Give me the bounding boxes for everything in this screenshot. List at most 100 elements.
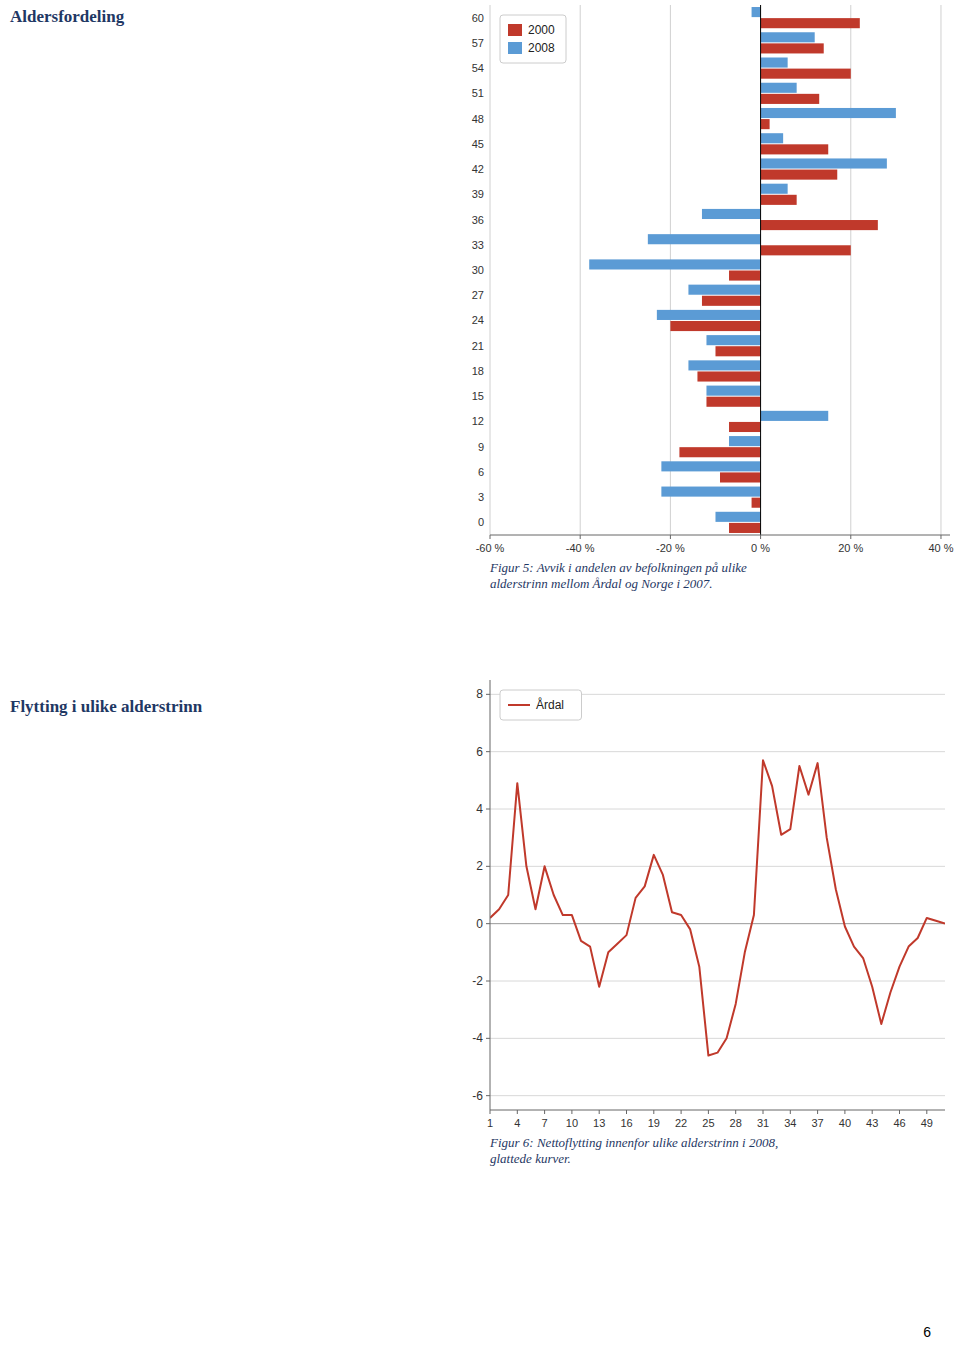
caption-line: Figur 5: Avvik i andelen av befolkningen…	[489, 560, 747, 575]
bar	[761, 43, 824, 53]
bar	[679, 447, 760, 457]
tick-label: -60 %	[476, 542, 505, 554]
tick-label: 0 %	[751, 542, 770, 554]
grid-line	[490, 5, 491, 535]
tick-label: 31	[757, 1117, 769, 1129]
bar	[761, 94, 820, 104]
tick-label: -4	[472, 1031, 483, 1045]
page-title: Aldersfordeling	[10, 7, 125, 26]
y-axis	[490, 680, 491, 1110]
tick-label: 22	[675, 1117, 687, 1129]
tick-label: 4	[476, 802, 483, 816]
bar	[761, 119, 770, 129]
tick-label: 43	[866, 1117, 878, 1129]
bar	[761, 170, 838, 180]
tick-label: 48	[472, 113, 484, 125]
tick-label: 1	[487, 1117, 493, 1129]
grid	[490, 694, 945, 1095]
x-axis	[490, 1110, 945, 1111]
bar	[688, 360, 760, 370]
tick-label: 9	[478, 441, 484, 453]
tick	[763, 1110, 764, 1114]
tick-label: 6	[478, 466, 484, 478]
tick-label: 27	[472, 289, 484, 301]
grid	[490, 5, 941, 535]
tick	[653, 1110, 654, 1114]
tick-label: 24	[472, 314, 484, 326]
bar	[761, 83, 797, 93]
tick	[626, 1110, 627, 1114]
tick-label: 0	[478, 516, 484, 528]
tick	[486, 1038, 490, 1039]
bar	[761, 245, 851, 255]
tick-label: 40	[839, 1117, 851, 1129]
tick-label: 46	[893, 1117, 905, 1129]
tick-label: 3	[478, 491, 484, 503]
legend: Årdal	[500, 690, 582, 720]
legend-label: Årdal	[536, 697, 564, 712]
grid-line	[490, 1095, 945, 1096]
tick-label: 8	[476, 687, 483, 701]
bar	[729, 523, 761, 533]
tick	[544, 1110, 545, 1114]
tick-label: 7	[542, 1117, 548, 1129]
tick-label: 20 %	[838, 542, 863, 554]
tick	[844, 1110, 845, 1114]
bar	[706, 386, 760, 396]
grid-line	[490, 981, 945, 982]
tick-label: 18	[472, 365, 484, 377]
bar	[752, 7, 761, 17]
tick	[681, 1110, 682, 1114]
tick-label: 49	[921, 1117, 933, 1129]
tick-label: 36	[472, 214, 484, 226]
tick-label: 54	[472, 62, 484, 74]
bar	[657, 310, 761, 320]
bar	[761, 411, 829, 421]
tick-label: -2	[472, 974, 483, 988]
bar	[761, 57, 788, 67]
tick-label: -20 %	[656, 542, 685, 554]
tick-label: -6	[472, 1089, 483, 1103]
bar	[761, 184, 788, 194]
bar	[761, 32, 815, 42]
tick-label: 28	[730, 1117, 742, 1129]
bar	[670, 321, 760, 331]
tick-label: 34	[784, 1117, 796, 1129]
tick-label: 2	[476, 859, 483, 873]
tick	[580, 535, 581, 539]
bar	[729, 436, 761, 446]
tick	[940, 535, 941, 539]
legend: 20002008	[500, 15, 566, 63]
bar	[761, 133, 784, 143]
bars	[589, 7, 896, 533]
bar	[661, 487, 760, 497]
legend-swatch	[508, 42, 522, 54]
tick	[599, 1110, 600, 1114]
bar	[702, 296, 761, 306]
tick	[817, 1110, 818, 1114]
legend-swatch	[508, 24, 522, 36]
tick-label: 45	[472, 138, 484, 150]
x-axis	[490, 535, 950, 536]
legend-label: 2008	[528, 41, 555, 55]
tick	[850, 535, 851, 539]
tick	[926, 1110, 927, 1114]
lines	[490, 760, 945, 1055]
caption-line: glattede kurver.	[490, 1151, 571, 1166]
bar	[761, 18, 860, 28]
tick	[872, 1110, 873, 1114]
tick-label: 0	[476, 917, 483, 931]
grid-line	[670, 5, 671, 535]
bar	[661, 461, 760, 471]
axes: -6-4-20246814710131619222528313437404346…	[472, 680, 945, 1129]
tick	[708, 1110, 709, 1114]
bar	[715, 512, 760, 522]
bar	[761, 144, 829, 154]
bar	[729, 422, 761, 432]
bar	[706, 397, 760, 407]
axes: -60 %-40 %-20 %0 %20 %40 %60575451484542…	[472, 5, 954, 554]
bar	[761, 108, 896, 118]
tick-label: 33	[472, 239, 484, 251]
tick-label: 15	[472, 390, 484, 402]
caption-line: Figur 6: Nettoflytting innenfor ulike al…	[489, 1135, 778, 1150]
